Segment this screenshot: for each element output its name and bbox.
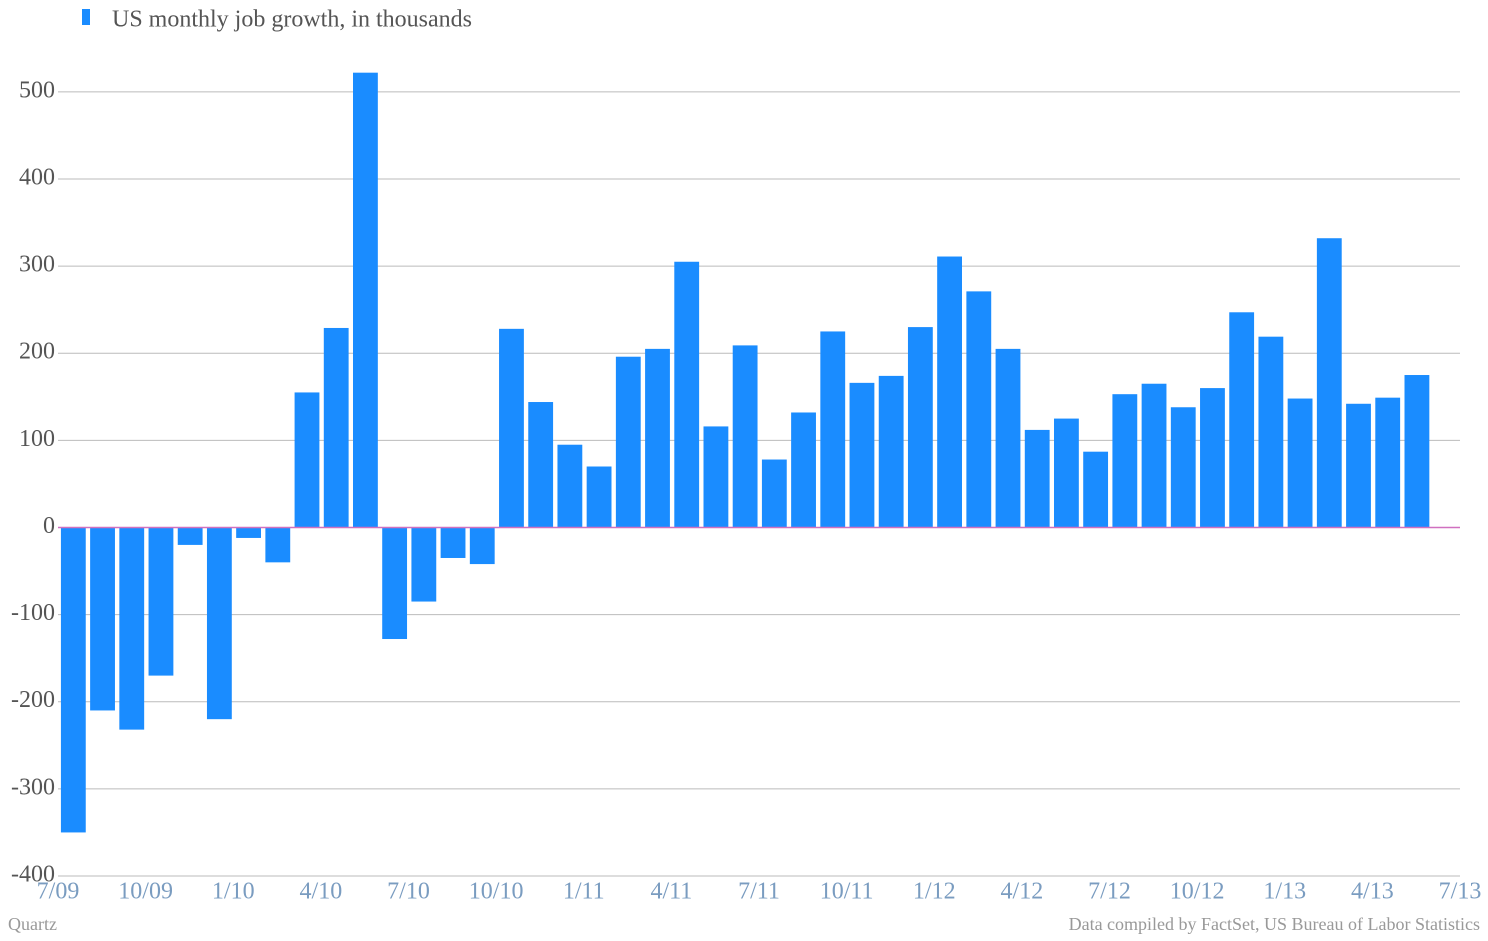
x-tick-label: 1/10	[212, 879, 255, 905]
y-tick-label: 100	[19, 426, 55, 452]
bar	[645, 348, 670, 528]
y-tick-label: -300	[11, 774, 55, 800]
x-tick-label: 7/11	[738, 879, 780, 905]
bar	[119, 527, 145, 730]
bar	[1287, 398, 1313, 528]
bar	[791, 412, 816, 528]
bar	[1258, 336, 1284, 528]
x-tick-label: 7/13	[1439, 879, 1482, 905]
bar	[1316, 238, 1342, 528]
x-tick-label: 7/12	[1088, 879, 1131, 905]
x-tick-label: 4/12	[1001, 879, 1044, 905]
bar	[907, 327, 933, 528]
bar	[732, 345, 758, 528]
bar	[1112, 394, 1138, 528]
bar	[1229, 312, 1255, 528]
bar	[90, 527, 115, 711]
bar	[586, 466, 612, 528]
bar	[1024, 429, 1050, 528]
x-tick-label: 7/09	[37, 879, 80, 905]
legend-label: US monthly job growth, in thousands	[112, 7, 472, 33]
x-tick-label: 4/11	[650, 879, 692, 905]
bar	[1141, 383, 1167, 528]
x-tick-label: 4/13	[1351, 879, 1394, 905]
bar	[60, 527, 86, 833]
bar	[966, 291, 992, 528]
x-tick-label: 1/11	[563, 879, 605, 905]
bar	[323, 327, 349, 528]
bar	[294, 392, 320, 528]
x-tick-label: 10/10	[469, 879, 524, 905]
x-tick-label: 7/10	[387, 879, 430, 905]
x-tick-label: 10/12	[1170, 879, 1225, 905]
y-tick-label: 400	[19, 164, 55, 190]
credit: Quartz	[8, 914, 57, 934]
bar	[937, 256, 962, 528]
bar	[528, 402, 554, 528]
x-tick-label: 1/12	[913, 879, 956, 905]
bar	[353, 72, 378, 528]
bar	[236, 527, 261, 538]
bar	[499, 328, 524, 528]
x-tick-label: 10/09	[118, 879, 173, 905]
bar	[206, 527, 232, 720]
bar	[440, 527, 466, 558]
bar	[849, 382, 875, 528]
y-tick-label: -400	[11, 862, 55, 888]
y-tick-label: 500	[19, 77, 55, 103]
bar	[1083, 451, 1109, 528]
bar	[148, 527, 174, 676]
y-tick-label: 200	[19, 339, 55, 365]
y-tick-label: -100	[11, 600, 55, 626]
legend-swatch	[82, 9, 90, 25]
bar	[1375, 397, 1401, 528]
bar	[878, 375, 904, 528]
bar	[1346, 403, 1371, 528]
y-tick-label: -200	[11, 687, 55, 713]
bar	[995, 348, 1021, 528]
bar	[1404, 375, 1430, 528]
bar	[557, 444, 583, 528]
bar	[820, 331, 846, 528]
y-tick-label: 0	[43, 513, 55, 539]
bar	[265, 527, 291, 563]
bar	[411, 527, 437, 602]
bar	[177, 527, 203, 545]
bar	[1170, 407, 1196, 528]
bar	[703, 426, 729, 528]
y-tick-label: 300	[19, 252, 55, 278]
source: Data compiled by FactSet, US Bureau of L…	[1069, 914, 1480, 934]
bar	[469, 527, 495, 565]
bar	[761, 459, 787, 528]
bar	[382, 527, 408, 640]
bar	[1054, 418, 1079, 528]
bar	[1200, 388, 1225, 528]
bar	[674, 261, 700, 528]
x-tick-label: 4/10	[300, 879, 343, 905]
x-tick-label: 1/13	[1263, 879, 1306, 905]
bar	[615, 356, 641, 528]
x-tick-label: 10/11	[820, 879, 874, 905]
